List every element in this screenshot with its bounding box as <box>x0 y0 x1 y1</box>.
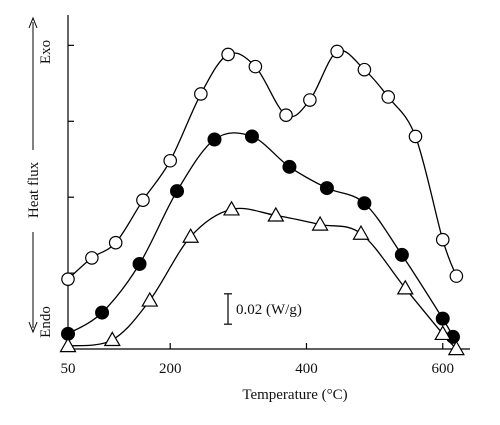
scale-bar-label: 0.02 (W/g) <box>236 302 302 318</box>
data-point <box>357 196 372 211</box>
data-point <box>108 235 123 250</box>
series-line <box>67 207 457 350</box>
data-point <box>381 90 396 104</box>
series-open-triangle <box>59 200 465 356</box>
series-open-circle <box>61 44 464 286</box>
data-point <box>434 325 452 341</box>
data-point <box>394 247 409 262</box>
data-point <box>170 184 185 199</box>
y-axis-title: Heat flux <box>26 161 42 218</box>
data-point <box>221 47 235 62</box>
data-point <box>303 93 317 107</box>
data-point <box>449 269 464 283</box>
x-tick-label: 400 <box>295 361 318 377</box>
exo-arrow <box>28 16 38 150</box>
data-point <box>267 206 285 222</box>
data-point <box>141 291 159 307</box>
x-axis-ticks <box>67 343 444 349</box>
endo-arrow <box>28 232 38 334</box>
data-point <box>244 129 259 144</box>
x-tick-label: 50 <box>61 361 76 377</box>
x-tick-label: 200 <box>159 361 182 377</box>
series-line <box>67 49 458 280</box>
data-point <box>132 256 147 271</box>
x-tick-label: 600 <box>431 361 454 377</box>
data-point <box>311 215 329 231</box>
data-point <box>357 62 372 77</box>
data-point <box>435 232 450 247</box>
data-point <box>408 129 423 144</box>
data-point <box>435 311 450 326</box>
data-point <box>319 181 334 196</box>
data-point <box>352 224 370 240</box>
data-point <box>248 59 263 74</box>
data-point <box>194 87 208 101</box>
data-point <box>85 251 99 265</box>
data-point <box>396 279 414 295</box>
data-point <box>279 108 293 122</box>
data-point <box>282 159 297 174</box>
data-point <box>182 227 200 243</box>
data-point <box>103 331 121 347</box>
exo-label: Exo <box>38 40 54 64</box>
data-point <box>61 272 75 286</box>
plot-axes <box>67 15 470 350</box>
data-point <box>330 44 344 59</box>
data-point <box>163 153 178 168</box>
scale-bar <box>224 293 232 325</box>
y-axis-ticks <box>68 44 74 274</box>
data-point <box>136 193 150 208</box>
data-point <box>59 337 77 353</box>
endo-label: Endo <box>38 306 54 338</box>
data-point <box>207 132 222 147</box>
data-point <box>222 200 241 216</box>
series-layer <box>59 44 465 356</box>
data-point <box>447 340 465 356</box>
x-axis-title: Temperature (°C) <box>242 387 347 403</box>
x-tick-labels: 50 200 400 600 <box>61 361 454 377</box>
data-point <box>95 305 110 320</box>
